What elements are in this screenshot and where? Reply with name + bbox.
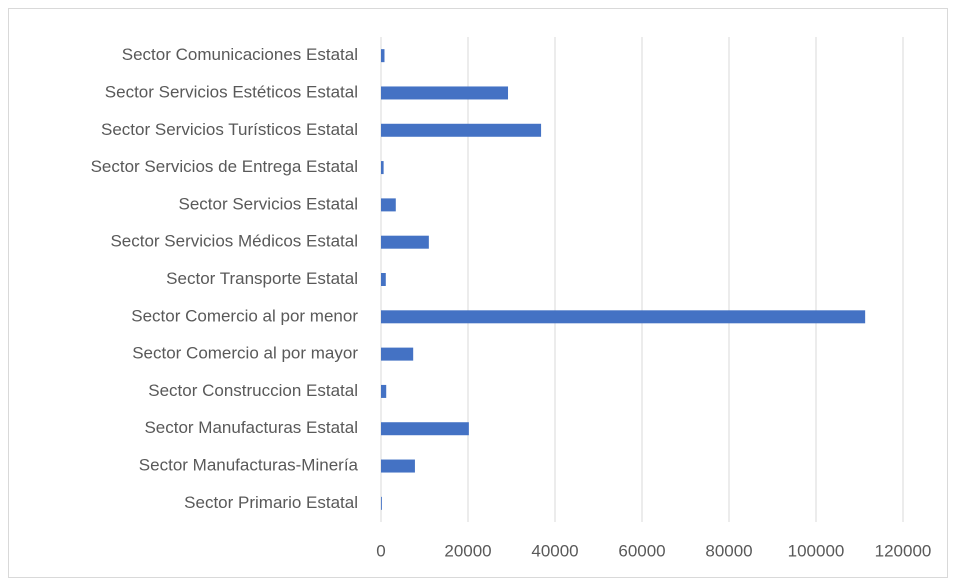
bar	[381, 273, 386, 286]
y-tick-label: Sector Comunicaciones Estatal	[122, 45, 358, 64]
y-tick-label: Sector Servicios de Entrega Estatal	[91, 157, 358, 176]
bar	[381, 384, 387, 398]
y-tick-label: Sector Manufacturas Estatal	[144, 418, 358, 437]
bar	[381, 347, 414, 361]
x-tick-label: 0	[376, 541, 385, 560]
y-tick-label: Sector Comercio al por mayor	[132, 344, 358, 363]
y-tick-label: Sector Servicios Estéticos Estatal	[105, 82, 358, 101]
bar	[381, 49, 385, 63]
bar	[381, 459, 415, 473]
bar	[381, 422, 469, 436]
y-tick-label: Sector Transporte Estatal	[166, 269, 358, 288]
bar	[381, 161, 384, 175]
x-tick-label: 40000	[531, 541, 578, 560]
y-tick-label: Sector Primario Estatal	[184, 493, 358, 512]
y-tick-label: Sector Servicios Estatal	[178, 194, 358, 213]
bar	[381, 198, 396, 212]
y-tick-label: Sector Servicios Médicos Estatal	[110, 232, 358, 251]
y-tick-label: Sector Servicios Turísticos Estatal	[101, 120, 358, 139]
bar	[381, 310, 866, 324]
y-tick-label: Sector Comercio al por menor	[131, 306, 358, 325]
y-tick-label: Sector Construccion Estatal	[148, 381, 358, 400]
x-tick-label: 20000	[444, 541, 491, 560]
x-tick-label: 60000	[618, 541, 665, 560]
bar	[381, 86, 509, 100]
bar	[381, 496, 382, 510]
bar	[381, 123, 542, 137]
x-tick-label: 80000	[705, 541, 752, 560]
x-tick-label: 120000	[875, 541, 932, 560]
x-tick-label: 100000	[788, 541, 845, 560]
bar	[381, 235, 429, 249]
y-tick-label: Sector Manufacturas-Minería	[139, 456, 359, 475]
